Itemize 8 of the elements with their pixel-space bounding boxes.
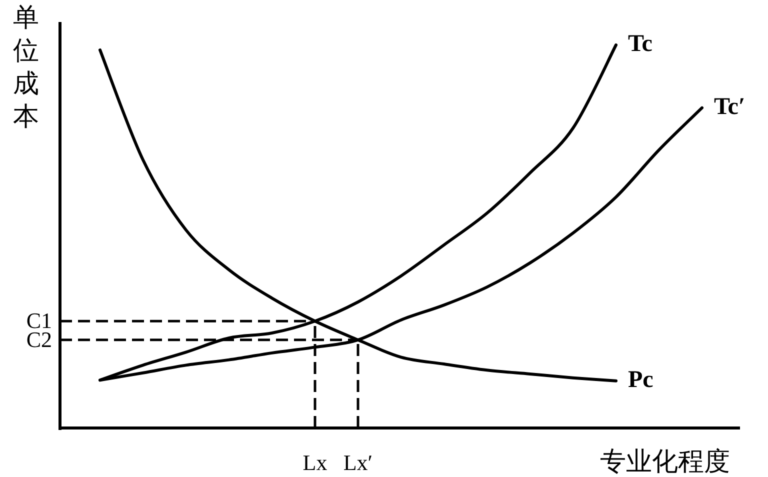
x-axis-title: 专业化程度 [600, 447, 730, 476]
series-label: Tc′ [714, 94, 746, 120]
series-label: Tc [628, 31, 653, 57]
ref-line-label: C1 [26, 308, 52, 334]
x-tick-label: Lx′ [343, 450, 373, 475]
x-tick-label: Lx [302, 450, 328, 475]
series-label: Pc [628, 366, 654, 393]
y-axis-title: 单位成本 [13, 3, 39, 131]
